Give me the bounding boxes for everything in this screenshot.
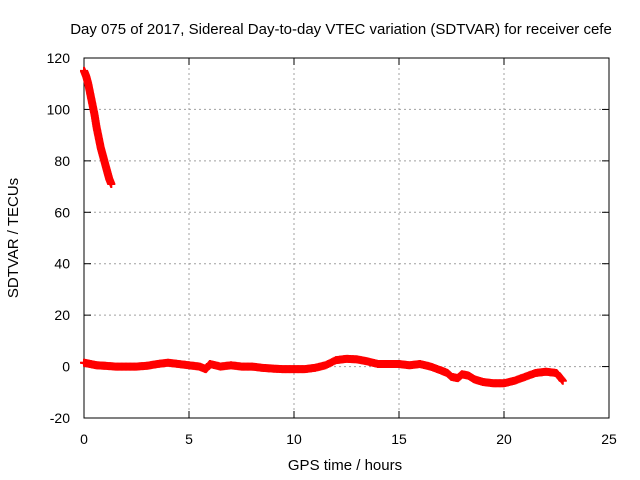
axis-ticks: 0 5 10 15 20 25 -20 0 20 40 60 80 100 120 [47, 50, 617, 447]
y-tick-label: 80 [54, 153, 70, 169]
y-tick-label: 20 [54, 307, 70, 323]
plot-border [83, 57, 610, 419]
y-tick-label: -20 [50, 410, 70, 426]
data-points [80, 66, 567, 388]
series-1 [80, 354, 567, 388]
y-tick-label: 100 [47, 101, 71, 117]
x-tick-label: 20 [496, 431, 512, 447]
y-axis-label: SDTVAR / TECUs [5, 178, 22, 298]
y-tick-label: 60 [54, 204, 70, 220]
y-tick-label: 120 [47, 50, 71, 66]
y-tick-label: 40 [54, 256, 70, 272]
x-tick-label: 15 [391, 431, 407, 447]
x-tick-label: 0 [80, 431, 88, 447]
x-axis-label: GPS time / hours [288, 457, 402, 474]
series-0 [80, 66, 116, 188]
data-point [558, 376, 567, 385]
chart-title: Day 075 of 2017, Sidereal Day-to-day VTE… [70, 21, 612, 38]
x-tick-label: 25 [601, 431, 617, 447]
plot-frame [83, 57, 610, 419]
y-tick-label: 0 [62, 359, 70, 375]
data-point [107, 180, 116, 188]
grid-lines [84, 58, 609, 418]
x-tick-label: 5 [185, 431, 193, 447]
x-tick-label: 10 [286, 431, 302, 447]
